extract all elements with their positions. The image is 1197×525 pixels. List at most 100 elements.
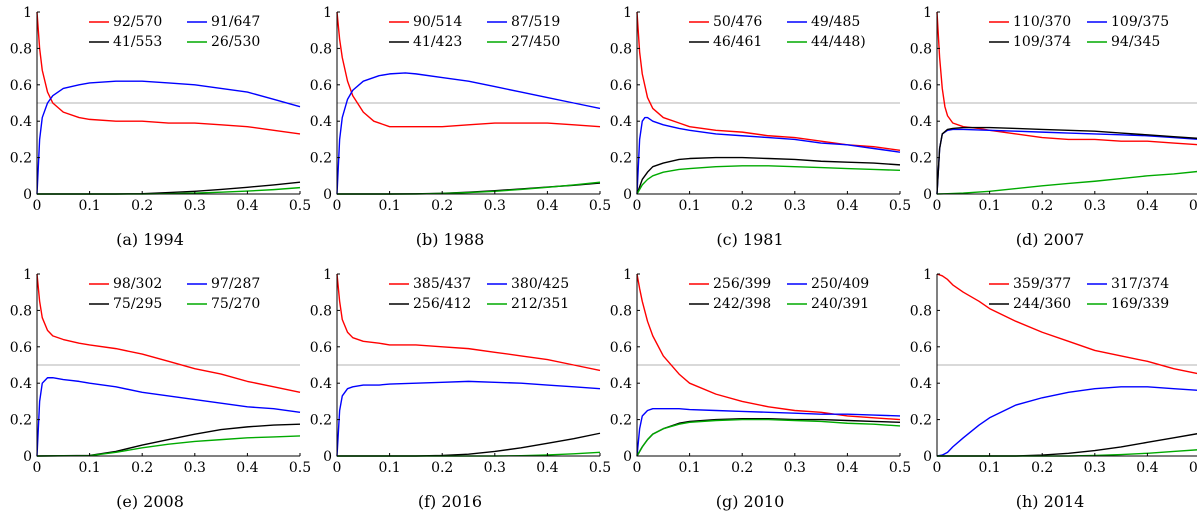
y-tick-label: 0.2 [310,151,332,167]
legend-label: 250/409 [811,276,869,292]
series-line [636,418,901,457]
x-tick-label: 0.2 [731,198,753,214]
chart-caption: (h) 2014 [1015,492,1085,511]
x-tick-label: 0.4 [836,460,858,476]
chart-svg: 0 0.1 0.2 0.3 0.4 0.5 0 0.2 0.4 0.6 0.8 1 359/377 317… [910,267,1197,476]
y-tick-label: 0.6 [310,78,332,94]
y-tick-label: 0.2 [10,151,32,167]
x-tick-label: 0.5 [589,460,611,476]
y-tick-label: 0.6 [610,340,632,356]
x-tick-label: 0.3 [184,198,206,214]
x-tick-label: 0.2 [1031,460,1053,476]
y-tick-label: 0 [323,187,332,203]
x-tick-label: 0.2 [1031,198,1053,214]
chart-svg: 0 0.1 0.2 0.3 0.4 0.5 0 0.2 0.4 0.6 0.8 1 110/370 109… [910,5,1197,214]
y-tick-label: 0.8 [10,303,32,319]
series-line [636,156,901,195]
y-tick-label: 0 [923,187,932,203]
series-line [336,380,601,457]
x-tick-label: 0.4 [536,198,558,214]
series-line [36,80,301,195]
chart-caption: (c) 1981 [716,230,784,249]
legend-label: 41/553 [113,34,162,50]
legend-label: 317/374 [1111,276,1169,292]
x-tick-label: 0.3 [1084,198,1106,214]
y-tick-label: 0.2 [910,413,932,429]
y-tick-label: 1 [623,267,632,283]
y-tick-label: 1 [23,267,32,283]
x-tick-label: 0.5 [889,460,911,476]
legend-label: 41/423 [413,34,462,50]
x-tick-label: 0 [333,460,342,476]
x-tick-label: 0.2 [431,198,453,214]
legend-label: 97/287 [211,276,260,292]
y-tick-label: 0.8 [610,303,632,319]
legend-label: 109/374 [1013,34,1071,50]
y-tick-label: 0 [923,449,932,465]
y-tick-label: 1 [323,5,332,21]
chart-caption: (f) 2016 [417,492,483,511]
x-tick-label: 0.1 [978,198,1000,214]
legend-label: 50/476 [713,14,762,30]
legend-label: 49/485 [811,14,860,30]
legend-label: 359/377 [1013,276,1071,292]
series-line [36,273,301,393]
y-tick-label: 0.4 [10,376,32,392]
x-tick-label: 0.5 [1189,198,1197,214]
y-tick-label: 1 [323,267,332,283]
chart-svg: 0 0.1 0.2 0.3 0.4 0.5 0 0.2 0.4 0.6 0.8 1 90/514 87/5… [310,5,611,214]
chart-caption: (d) 2007 [1015,230,1085,249]
x-tick-label: 0.4 [236,460,258,476]
x-tick-label: 0.1 [78,460,100,476]
legend-label: 87/519 [511,14,560,30]
x-tick-label: 0.5 [289,198,311,214]
legend-label: 240/391 [811,296,869,312]
chart-panel: 0 0.1 0.2 0.3 0.4 0.5 0 0.2 0.4 0.6 0.8 1 359/377 317… [900,262,1197,524]
legend-label: 90/514 [413,14,462,30]
series-line [36,11,301,135]
y-tick-label: 0.8 [310,303,332,319]
y-tick-label: 0.8 [10,41,32,57]
series-line [337,432,601,457]
legend-label: 92/570 [113,14,162,30]
x-tick-label: 0.4 [1136,460,1158,476]
chart-svg: 0 0.1 0.2 0.3 0.4 0.5 0 0.2 0.4 0.6 0.8 1 98/302 97/2… [10,267,311,476]
x-tick-label: 0 [33,198,42,214]
legend-label: 244/360 [1013,296,1071,312]
x-tick-label: 0.3 [1084,460,1106,476]
chart-svg: 0 0.1 0.2 0.3 0.4 0.5 0 0.2 0.4 0.6 0.8 1 385/437 380… [310,267,611,476]
series-line [337,181,601,195]
x-tick-label: 0.3 [484,460,506,476]
legend-label: 75/295 [113,296,162,312]
legend-label: 98/302 [113,276,162,292]
y-tick-label: 0.8 [310,41,332,57]
legend-label: 380/425 [511,276,569,292]
legend-label: 91/647 [211,14,260,30]
legend-label: 27/450 [511,34,560,50]
x-tick-label: 0.4 [536,460,558,476]
x-tick-label: 0.2 [131,460,153,476]
series-line [36,377,301,457]
y-tick-label: 0.4 [910,114,932,130]
chart-panel: 0 0.1 0.2 0.3 0.4 0.5 0 0.2 0.4 0.6 0.8 1 90/514 87/5… [300,0,611,262]
chart-panel: 0 0.1 0.2 0.3 0.4 0.5 0 0.2 0.4 0.6 0.8 1 385/437 380… [300,262,611,524]
legend-label: 26/530 [211,34,260,50]
series-line [636,11,901,152]
legend-label: 44/448) [811,34,866,50]
legend-label: 75/270 [211,296,260,312]
x-tick-label: 0.4 [836,198,858,214]
legend-label: 46/461 [713,34,762,50]
chart-panel: 0 0.1 0.2 0.3 0.4 0.5 0 0.2 0.4 0.6 0.8 1 50/476 49/4… [600,0,911,262]
y-tick-label: 0.8 [610,41,632,57]
y-tick-label: 0.6 [910,340,932,356]
x-tick-label: 0.3 [784,198,806,214]
x-tick-label: 0.1 [678,198,700,214]
x-tick-label: 0.5 [1189,460,1197,476]
x-tick-label: 0.5 [289,460,311,476]
series-line [936,126,1197,195]
y-tick-label: 0.2 [10,413,32,429]
y-tick-label: 0.6 [310,340,332,356]
x-tick-label: 0 [333,198,342,214]
y-tick-label: 0 [623,449,632,465]
